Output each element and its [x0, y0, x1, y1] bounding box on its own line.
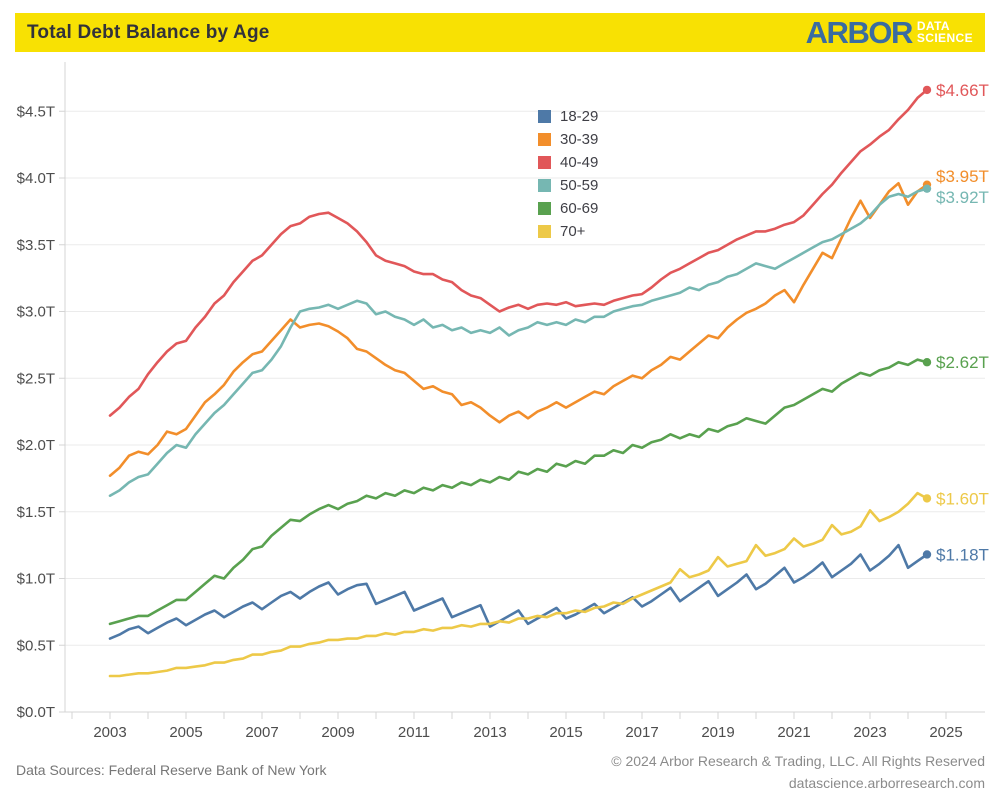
y-axis-label: $2.5T [17, 370, 55, 387]
y-axis-label: $0.0T [17, 704, 55, 721]
x-axis-label: 2015 [549, 724, 582, 741]
legend-swatch-70+ [538, 225, 551, 238]
series-end-dot-18-29 [922, 550, 932, 559]
y-axis-label: $2.0T [17, 437, 55, 454]
legend-swatch-40-49 [538, 156, 551, 169]
end-value-label-40-49: $4.66T [936, 81, 989, 100]
legend-swatch-30-39 [538, 133, 551, 146]
legend-item-60-69: 60-69 [538, 197, 598, 220]
y-axis-label: $0.5T [17, 637, 55, 654]
legend-item-30-39: 30-39 [538, 128, 598, 151]
series-line-60-69 [108, 358, 929, 626]
x-axis-label: 2005 [169, 724, 202, 741]
legend-swatch-60-69 [538, 202, 551, 215]
x-axis-label: 2013 [473, 724, 506, 741]
website-link[interactable]: datascience.arborresearch.com [788, 775, 985, 791]
x-axis-label: 2003 [93, 724, 126, 741]
y-axis-label: $3.5T [17, 237, 55, 254]
end-value-label-50-59: $3.92T [936, 188, 989, 207]
legend-item-18-29: 18-29 [538, 105, 598, 128]
x-axis-label: 2011 [398, 724, 430, 741]
y-axis-label: $4.5T [17, 103, 55, 120]
arbor-logo: ARBOR DATA SCIENCE [806, 17, 973, 48]
series-line-30-39 [108, 182, 929, 478]
y-axis-label: $1.5T [17, 504, 55, 521]
legend-item-40-49: 40-49 [538, 151, 598, 174]
chart-legend: 18-29 30-39 40-49 50-59 60-69 70+ [538, 105, 598, 243]
legend-item-70+: 70+ [538, 220, 598, 243]
data-sources-note: Data Sources: Federal Reserve Bank of Ne… [16, 762, 327, 778]
legend-item-50-59: 50-59 [538, 174, 598, 197]
series-end-dot-40-49 [922, 85, 932, 95]
series-end-dot-70+ [922, 494, 932, 503]
logo-sub-bottom: SCIENCE [916, 30, 973, 45]
logo-brand-text: ARBOR [805, 15, 914, 50]
x-axis-label: 2021 [777, 724, 810, 741]
logo-sub-top: DATA [916, 19, 950, 33]
x-axis-label: 2023 [853, 724, 886, 741]
legend-label: 50-59 [560, 177, 599, 194]
legend-label: 18-29 [560, 108, 599, 125]
legend-swatch-18-29 [538, 110, 551, 123]
legend-label: 70+ [560, 223, 586, 240]
y-axis-label: $4.0T [17, 170, 55, 187]
x-axis-label: 2009 [321, 724, 354, 741]
footer-right: © 2024 Arbor Research & Trading, LLC. Al… [611, 750, 985, 794]
page-title: Total Debt Balance by Age [27, 21, 270, 43]
end-value-label-18-29: $1.18T [936, 545, 989, 564]
series-end-dot-60-69 [922, 358, 932, 367]
copyright-note: © 2024 Arbor Research & Trading, LLC. Al… [611, 753, 985, 769]
series-line-18-29 [108, 543, 929, 640]
legend-label: 40-49 [560, 154, 599, 171]
end-value-label-30-39: $3.95T [936, 167, 989, 186]
x-axis-label: 2019 [701, 724, 734, 741]
end-value-label-70+: $1.60T [936, 489, 989, 508]
end-value-label-60-69: $2.62T [936, 353, 989, 372]
x-axis-label: 2025 [929, 724, 962, 741]
series-line-70+ [108, 491, 929, 678]
series-line-50-59 [108, 187, 929, 498]
series-end-dot-50-59 [922, 184, 932, 193]
logo-subtext: DATA SCIENCE [916, 19, 973, 45]
x-axis-label: 2007 [245, 724, 278, 741]
x-axis-label: 2017 [625, 724, 658, 741]
legend-swatch-50-59 [538, 179, 551, 192]
legend-label: 60-69 [560, 200, 599, 217]
series-line-40-49 [108, 88, 929, 417]
legend-label: 30-39 [560, 131, 599, 148]
header-bar: Total Debt Balance by Age ARBOR DATA SCI… [15, 13, 985, 52]
y-axis-label: $1.0T [17, 571, 55, 588]
y-axis-label: $3.0T [17, 304, 55, 321]
